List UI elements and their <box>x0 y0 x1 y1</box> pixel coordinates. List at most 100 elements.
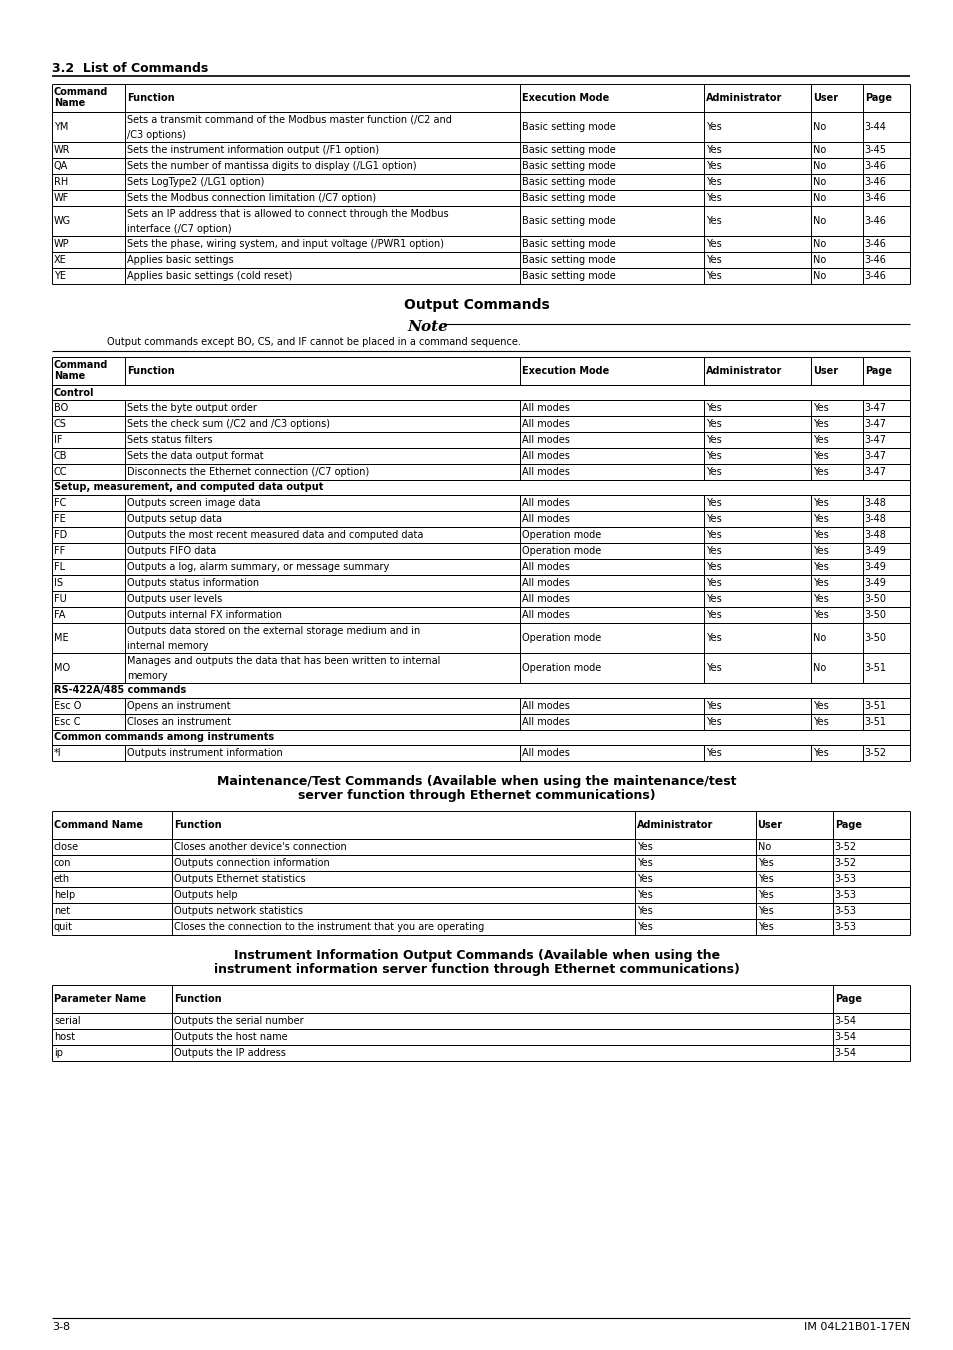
Text: 3-51: 3-51 <box>864 663 886 674</box>
Text: Esc C: Esc C <box>54 717 80 728</box>
Text: IF: IF <box>54 435 63 446</box>
Text: Page: Page <box>834 994 861 1004</box>
Text: WG: WG <box>54 216 71 225</box>
Text: Outputs FIFO data: Outputs FIFO data <box>127 545 216 556</box>
Text: Sets a transmit command of the Modbus master function (/C2 and: Sets a transmit command of the Modbus ma… <box>127 115 452 126</box>
Text: Basic setting mode: Basic setting mode <box>521 193 615 202</box>
Text: Yes: Yes <box>705 594 721 603</box>
Text: Yes: Yes <box>813 578 828 589</box>
Text: Outputs instrument information: Outputs instrument information <box>127 748 282 757</box>
Bar <box>52 730 909 745</box>
Text: *I: *I <box>54 748 62 757</box>
Text: Yes: Yes <box>705 663 721 674</box>
Text: All modes: All modes <box>521 498 569 508</box>
Text: Closes the connection to the instrument that you are operating: Closes the connection to the instrument … <box>174 922 484 931</box>
Text: Execution Mode: Execution Mode <box>521 93 608 103</box>
Text: 3-54: 3-54 <box>834 1031 856 1042</box>
Text: Yes: Yes <box>757 890 773 900</box>
Text: No: No <box>813 255 825 265</box>
Text: Esc O: Esc O <box>54 701 81 711</box>
Text: 3-52: 3-52 <box>834 859 856 868</box>
Text: 3-48: 3-48 <box>864 531 885 540</box>
Bar <box>52 683 909 698</box>
Text: Basic setting mode: Basic setting mode <box>521 122 615 132</box>
Text: server function through Ethernet communications): server function through Ethernet communi… <box>298 788 655 802</box>
Text: Yes: Yes <box>705 239 721 248</box>
Text: 3-47: 3-47 <box>864 418 886 429</box>
Text: CB: CB <box>54 451 68 460</box>
Text: RH: RH <box>54 177 69 188</box>
Text: 3-45: 3-45 <box>864 144 886 155</box>
Text: instrument information server function through Ethernet communications): instrument information server function t… <box>213 963 740 976</box>
Text: Outputs status information: Outputs status information <box>127 578 259 589</box>
Bar <box>52 1029 909 1045</box>
Text: Outputs connection information: Outputs connection information <box>174 859 330 868</box>
Text: Yes: Yes <box>757 906 773 917</box>
Text: FA: FA <box>54 610 66 620</box>
Bar <box>52 495 909 512</box>
Bar <box>52 385 909 400</box>
Bar <box>52 448 909 464</box>
Text: FD: FD <box>54 531 67 540</box>
Text: All modes: All modes <box>521 562 569 572</box>
Text: Yes: Yes <box>813 451 828 460</box>
Text: 3-52: 3-52 <box>834 842 856 852</box>
Text: Yes: Yes <box>705 531 721 540</box>
Text: Setup, measurement, and computed data output: Setup, measurement, and computed data ou… <box>54 482 323 493</box>
Text: Basic setting mode: Basic setting mode <box>521 239 615 248</box>
Text: Name: Name <box>54 99 85 108</box>
Bar <box>52 838 909 855</box>
Text: net: net <box>54 906 71 917</box>
Text: No: No <box>813 216 825 225</box>
Text: quit: quit <box>54 922 73 931</box>
Text: 3-53: 3-53 <box>834 890 856 900</box>
Text: Function: Function <box>174 819 221 830</box>
Text: Yes: Yes <box>705 562 721 572</box>
Bar <box>52 903 909 919</box>
Text: All modes: All modes <box>521 435 569 446</box>
Text: Page: Page <box>864 93 891 103</box>
Text: 3-47: 3-47 <box>864 404 886 413</box>
Text: Yes: Yes <box>813 562 828 572</box>
Text: No: No <box>757 842 770 852</box>
Text: No: No <box>813 271 825 281</box>
Text: /C3 options): /C3 options) <box>127 130 186 140</box>
Text: Yes: Yes <box>705 467 721 477</box>
Text: Yes: Yes <box>705 404 721 413</box>
Text: Yes: Yes <box>705 451 721 460</box>
Text: Outputs internal FX information: Outputs internal FX information <box>127 610 282 620</box>
Text: User: User <box>813 93 838 103</box>
Text: FL: FL <box>54 562 65 572</box>
Text: Yes: Yes <box>637 842 653 852</box>
Text: Administrator: Administrator <box>705 366 781 377</box>
Text: Outputs the host name: Outputs the host name <box>174 1031 288 1042</box>
Text: Yes: Yes <box>813 594 828 603</box>
Text: Outputs the serial number: Outputs the serial number <box>174 1017 303 1026</box>
Text: Yes: Yes <box>705 514 721 524</box>
Text: Yes: Yes <box>705 271 721 281</box>
Text: IM 04L21B01-17EN: IM 04L21B01-17EN <box>803 1322 909 1332</box>
Text: Yes: Yes <box>705 144 721 155</box>
Text: 3-8: 3-8 <box>52 1322 71 1332</box>
Text: Sets LogType2 (/LG1 option): Sets LogType2 (/LG1 option) <box>127 177 264 188</box>
Text: 3-47: 3-47 <box>864 451 886 460</box>
Text: User: User <box>757 819 781 830</box>
Text: Name: Name <box>54 371 85 381</box>
Text: Outputs screen image data: Outputs screen image data <box>127 498 260 508</box>
Text: Sets the byte output order: Sets the byte output order <box>127 404 256 413</box>
Text: WR: WR <box>54 144 71 155</box>
Text: User: User <box>813 366 838 377</box>
Text: Command: Command <box>54 86 109 97</box>
Bar <box>52 112 909 142</box>
Bar <box>52 416 909 432</box>
Text: Yes: Yes <box>813 748 828 757</box>
Text: All modes: All modes <box>521 451 569 460</box>
Bar <box>52 986 909 1012</box>
Text: Yes: Yes <box>705 177 721 188</box>
Text: YE: YE <box>54 271 66 281</box>
Bar <box>52 919 909 936</box>
Text: No: No <box>813 193 825 202</box>
Bar <box>52 464 909 481</box>
Text: Basic setting mode: Basic setting mode <box>521 255 615 265</box>
Text: All modes: All modes <box>521 610 569 620</box>
